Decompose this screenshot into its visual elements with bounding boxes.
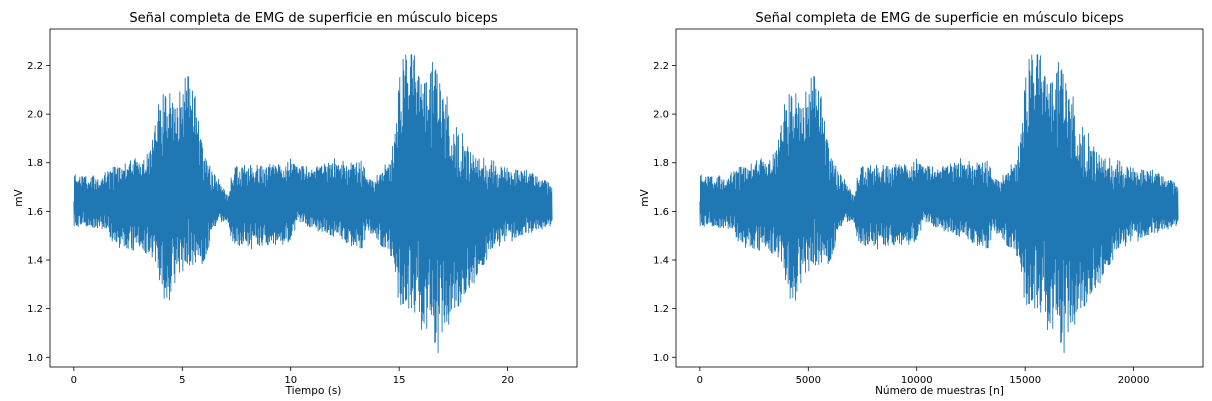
x-tick-label: 20: [501, 375, 514, 386]
y-tick-label: 2.2: [653, 61, 669, 72]
x-tick-label: 20000: [1118, 375, 1150, 386]
y-axis-label: mV: [13, 188, 25, 206]
y-tick-label: 1.0: [653, 353, 669, 364]
y-tick-label: 1.8: [653, 158, 669, 169]
x-axis-label: Número de muestras [n]: [875, 385, 1004, 397]
x-tick-label: 0: [697, 375, 703, 386]
y-tick-label: 1.2: [27, 304, 43, 315]
axes-frame: [675, 28, 1204, 368]
x-tick-label: 10: [284, 375, 297, 386]
x-tick-label: 15000: [1009, 375, 1041, 386]
axes-frame: [49, 28, 578, 368]
y-tick-label: 1.4: [27, 256, 43, 267]
y-tick-label: 2.0: [27, 110, 43, 121]
chart-sample-domain: Señal completa de EMG de superficie en m…: [639, 11, 1204, 397]
emg-signal-line: [699, 54, 1179, 354]
y-tick-label: 1.8: [27, 158, 43, 169]
chart-title: Señal completa de EMG de superficie en m…: [129, 11, 497, 26]
y-tick-label: 1.2: [653, 304, 669, 315]
x-tick-label: 5000: [796, 375, 821, 386]
chart-time-domain: Señal completa de EMG de superficie en m…: [13, 11, 578, 397]
x-tick-label: 0: [71, 375, 77, 386]
x-tick-label: 10000: [901, 375, 933, 386]
plot-area: 0 5 10 15 20 1.0 1.2 1.4 1.6 1.8 2.0 2.2: [27, 28, 578, 386]
y-axis-label: mV: [639, 188, 651, 206]
x-tick-label: 15: [393, 375, 406, 386]
x-axis-label: Tiempo (s): [285, 385, 342, 397]
x-tick-label: 5: [179, 375, 185, 386]
y-tick-label: 1.6: [27, 207, 43, 218]
emg-signal-line: [73, 54, 553, 354]
y-tick-label: 2.2: [27, 61, 43, 72]
y-tick-label: 1.0: [27, 353, 43, 364]
y-tick-label: 2.0: [653, 110, 669, 121]
y-tick-label: 1.4: [653, 256, 669, 267]
plot-area: 0 5000 10000 15000 20000 1.0 1.2 1.4 1.6 1.8 2.0 2.…: [653, 28, 1204, 386]
y-tick-label: 1.6: [653, 207, 669, 218]
chart-title: Señal completa de EMG de superficie en m…: [755, 11, 1123, 26]
